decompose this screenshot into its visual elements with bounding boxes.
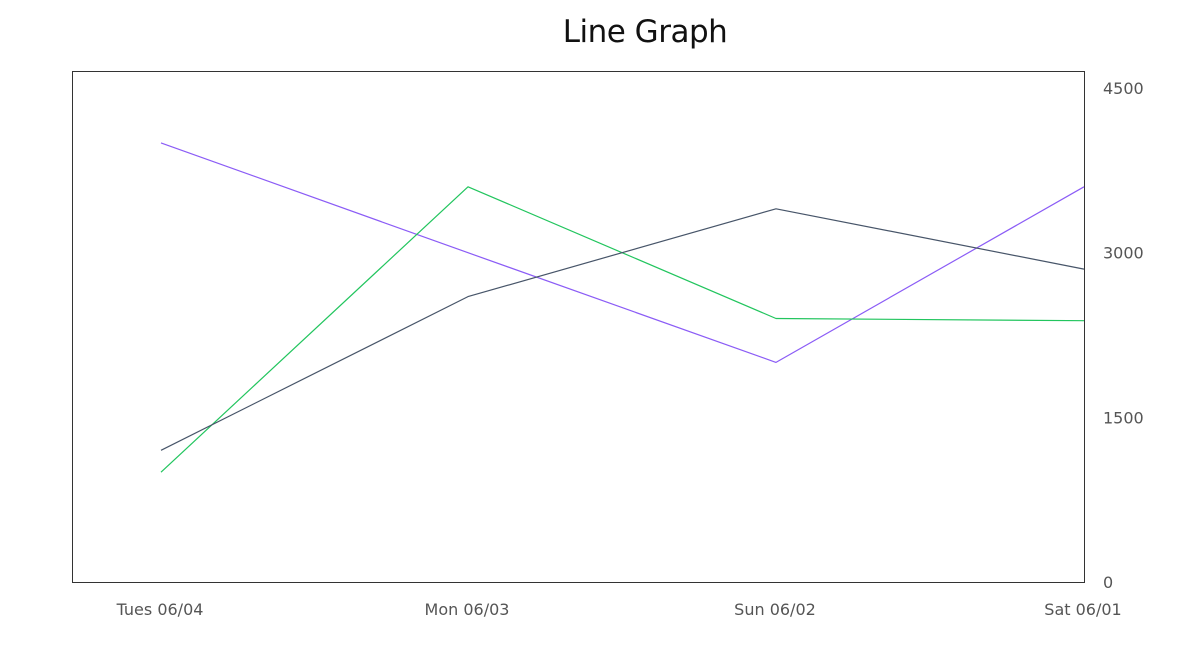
x-tick-label: Sun 06/02	[734, 600, 816, 619]
x-tick-label: Tues 06/04	[116, 600, 204, 619]
y-tick-label: 0	[1103, 573, 1113, 592]
series-line-2	[160, 186, 1085, 473]
y-tick-label: 3000	[1103, 244, 1144, 263]
x-axis-ticks: Tues 06/04 Mon 06/03 Sun 06/02 Sat 06/01	[116, 600, 1122, 619]
series-line-3	[160, 208, 1085, 451]
chart-title: Line Graph	[562, 14, 728, 50]
x-tick-label: Mon 06/03	[425, 600, 510, 619]
y-tick-label: 1500	[1103, 408, 1144, 427]
y-axis-ticks: 0 1500 3000 4500	[1103, 79, 1144, 592]
x-tick-label: Sat 06/01	[1044, 600, 1121, 619]
series-line-1	[160, 142, 1085, 363]
plot-frame	[72, 71, 1085, 583]
series-layer	[160, 142, 1085, 473]
y-tick-label: 4500	[1103, 79, 1144, 98]
